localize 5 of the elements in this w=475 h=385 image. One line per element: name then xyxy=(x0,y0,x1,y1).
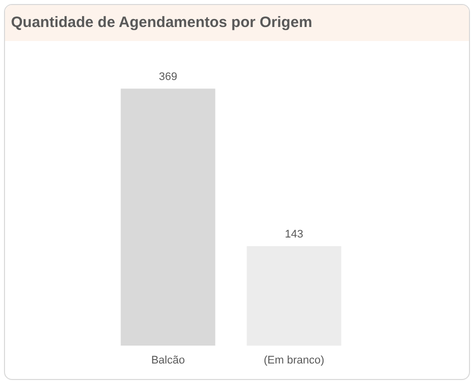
data-label: 143 xyxy=(284,228,304,241)
data-label: 369 xyxy=(158,71,178,84)
x-tick-label: (Em branco) xyxy=(264,354,324,366)
chart-title: Quantidade de Agendamentos por Origem xyxy=(5,5,469,41)
x-tick-label: Balcão xyxy=(151,354,185,366)
